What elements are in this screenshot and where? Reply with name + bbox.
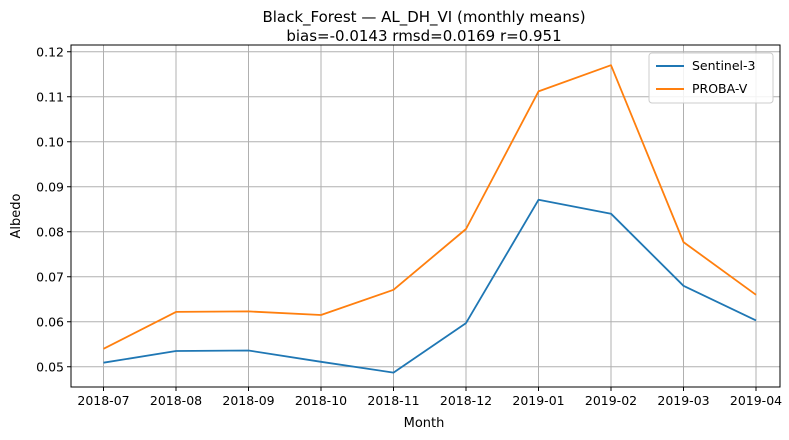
grid-lines bbox=[71, 45, 780, 387]
chart-title: Black_Forest — AL_DH_VI (monthly means) bbox=[262, 8, 585, 27]
legend: Sentinel-3 PROBA-V bbox=[648, 52, 774, 104]
y-tick-label: 0.07 bbox=[36, 269, 64, 284]
y-tick-label: 0.08 bbox=[36, 224, 64, 239]
y-axis-label: Albedo bbox=[9, 193, 24, 238]
plot-frame bbox=[70, 44, 781, 388]
x-tick-label: 2019-04 bbox=[730, 393, 782, 408]
x-tick-label: 2018-10 bbox=[295, 393, 347, 408]
legend-label-proba-v: PROBA-V bbox=[692, 81, 748, 96]
axis-ticks: 2018-07 2018-08 2018-09 2018-10 2018-11 2018-… bbox=[36, 44, 782, 408]
x-tick-label: 2019-03 bbox=[657, 393, 709, 408]
y-tick-label: 0.09 bbox=[36, 179, 64, 194]
x-tick-label: 2018-11 bbox=[367, 393, 419, 408]
y-tick-label: 0.12 bbox=[36, 44, 64, 59]
x-tick-label: 2018-08 bbox=[150, 393, 202, 408]
series-line-sentinel-3 bbox=[103, 198, 757, 374]
series-line-proba-v bbox=[103, 64, 757, 350]
x-tick-label: 2019-01 bbox=[512, 393, 564, 408]
chart-subtitle: bias=-0.0143 rmsd=0.0169 r=0.951 bbox=[286, 27, 561, 45]
x-tick-label: 2018-12 bbox=[440, 393, 492, 408]
y-tick-label: 0.06 bbox=[36, 314, 64, 329]
y-tick-label: 0.11 bbox=[36, 89, 64, 104]
y-tick-label: 0.05 bbox=[36, 359, 64, 374]
x-tick-label: 2018-09 bbox=[222, 393, 274, 408]
series-lines bbox=[103, 64, 757, 374]
x-tick-label: 2018-07 bbox=[77, 393, 129, 408]
x-tick-label: 2019-02 bbox=[585, 393, 637, 408]
x-axis-label: Month bbox=[404, 416, 445, 431]
y-tick-label: 0.10 bbox=[36, 134, 64, 149]
legend-label-sentinel-3: Sentinel-3 bbox=[692, 58, 755, 73]
